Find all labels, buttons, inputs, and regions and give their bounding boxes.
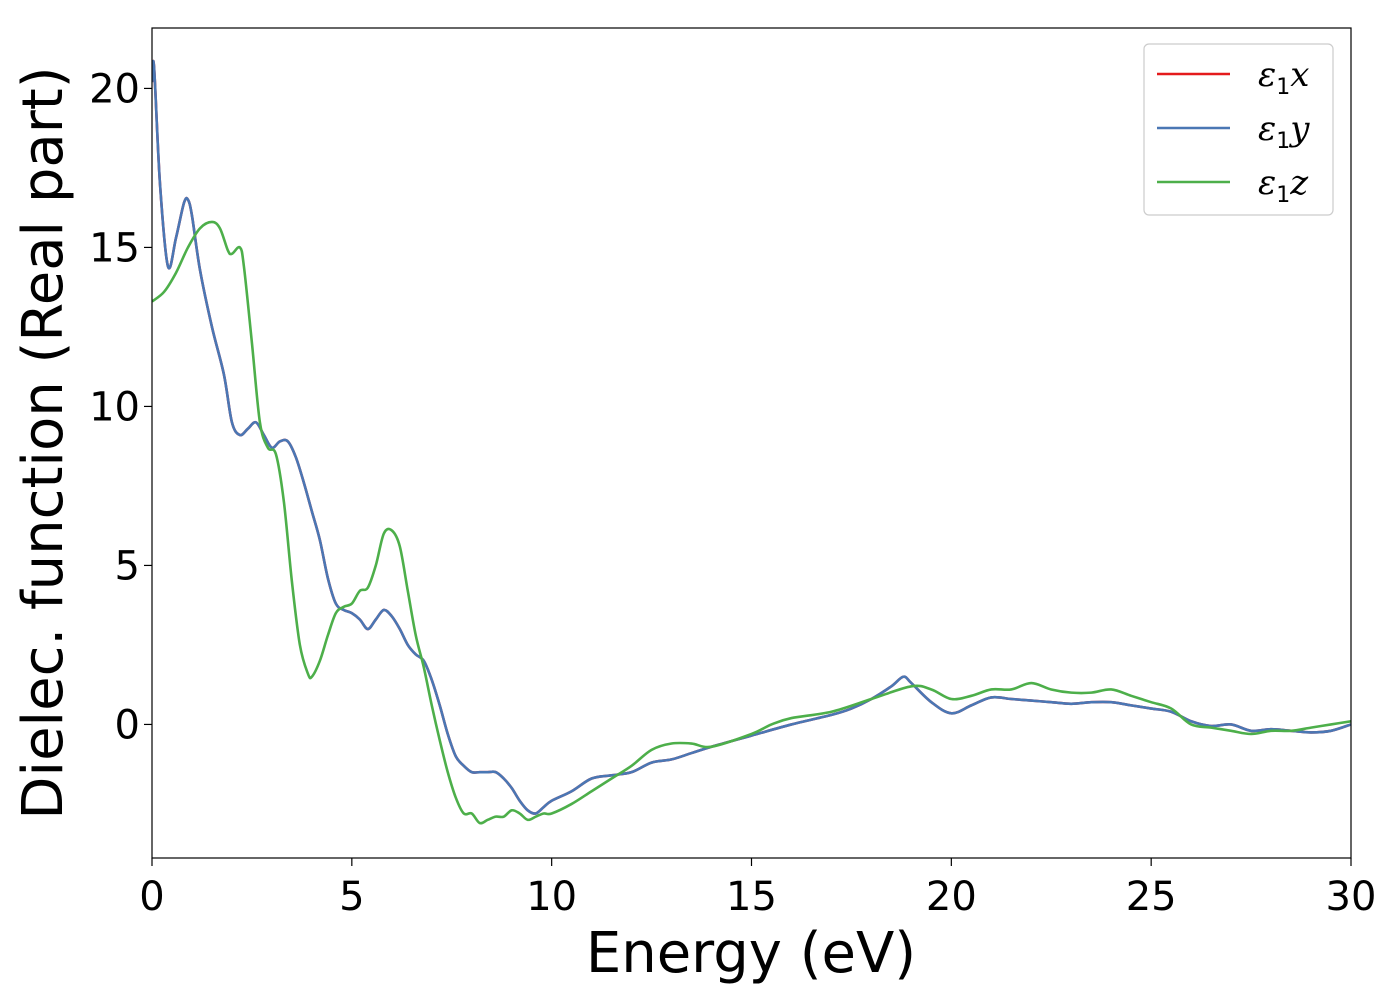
legend-label-component: y [1288,109,1310,149]
legend-label-symbol: ε [1258,109,1276,149]
legend-label-subscript: 1 [1276,75,1290,100]
y-tick-label: 5 [115,543,140,589]
x-tick-label: 25 [1126,874,1177,920]
legend-label-component: x [1290,55,1309,95]
y-axis: 0 5 10 15 20 [89,66,152,748]
x-axis-label: Energy (eV) [586,921,916,986]
legend-label-subscript: 1 [1276,183,1290,208]
y-tick-label: 15 [89,225,140,271]
legend-label-symbol: ε [1258,55,1276,95]
legend-label-component: z [1289,163,1309,203]
y-tick-label: 10 [89,384,140,430]
y-tick-label: 0 [115,702,140,748]
x-tick-label: 0 [139,874,164,920]
series-line-y [152,59,1351,815]
y-tick-label: 20 [89,66,140,112]
legend-label-z: ε1z [1258,163,1309,208]
x-tick-label: 5 [339,874,364,920]
legend-label-x: ε1x [1258,55,1309,100]
x-tick-label: 30 [1326,874,1377,920]
series-line-z [152,220,1351,825]
y-axis-label: Dielec. function (Real part) [11,66,76,819]
legend-label-subscript: 1 [1276,129,1290,154]
x-tick-label: 20 [926,874,977,920]
series-layer [152,59,1351,825]
legend-label-symbol: ε [1258,163,1276,203]
legend-box [1143,43,1334,216]
x-axis: 0 5 10 15 20 25 30 [139,858,1376,920]
legend-label-y: ε1y [1258,109,1310,154]
x-tick-label: 15 [726,874,777,920]
x-tick-label: 10 [526,874,577,920]
